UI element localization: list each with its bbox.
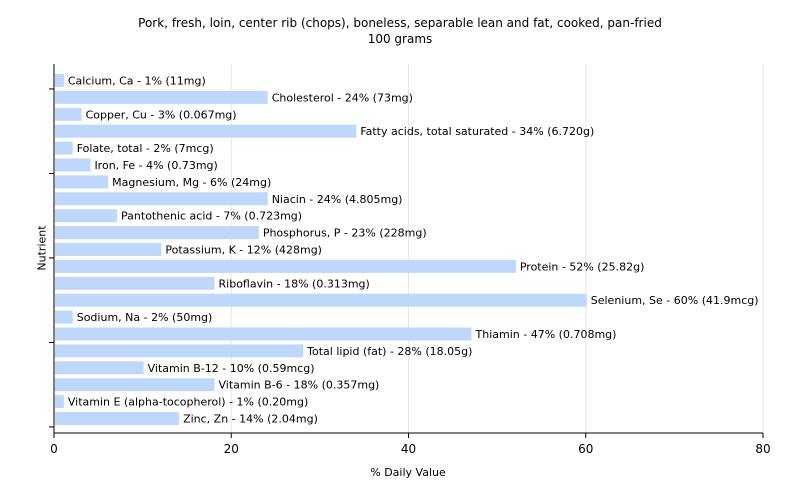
- bar: [55, 276, 215, 290]
- bar-label: Zinc, Zn - 14% (2.04mg): [183, 413, 318, 426]
- bar-label: Potassium, K - 12% (428mg): [165, 244, 322, 257]
- bar-label: Total lipid (fat) - 28% (18.05g): [306, 345, 472, 358]
- bar: [55, 259, 516, 273]
- bar: [55, 90, 268, 104]
- bar: [55, 361, 144, 375]
- bar: [55, 141, 73, 155]
- axes: 0 20 40 60 80: [49, 64, 771, 456]
- bar: [55, 124, 357, 138]
- bar: [55, 310, 73, 324]
- x-axis-label: % Daily Value: [370, 466, 446, 479]
- bar-label: Phosphorus, P - 23% (228mg): [263, 227, 427, 240]
- bar: [55, 192, 268, 206]
- x-tick-label: 40: [401, 442, 416, 456]
- bar: [55, 74, 64, 87]
- bar-label: Riboflavin - 18% (0.313mg): [219, 277, 370, 290]
- bar-label: Pantothenic acid - 7% (0.723mg): [121, 210, 302, 223]
- bar-label: Copper, Cu - 3% (0.067mg): [86, 108, 237, 121]
- y-axis-label: Nutrient: [35, 225, 49, 271]
- bar-label: Vitamin B-12 - 10% (0.59mcg): [148, 362, 315, 375]
- bar-label: Folate, total - 2% (7mcg): [77, 142, 214, 155]
- bars: Calcium, Ca - 1% (11mg) Cholesterol - 24%…: [55, 74, 759, 426]
- bar-label: Thiamin - 47% (0.708mg): [475, 328, 617, 341]
- bar-label: Magnesium, Mg - 6% (24mg): [112, 176, 271, 189]
- bar-label: Selenium, Se - 60% (41.9mcg): [591, 294, 759, 307]
- x-tick-label: 20: [224, 442, 239, 456]
- bar-label: Fatty acids, total saturated - 34% (6.72…: [360, 125, 594, 138]
- bar-label: Calcium, Ca - 1% (11mg): [68, 75, 206, 88]
- x-tick-label: 60: [578, 442, 593, 456]
- chart-title: Pork, fresh, loin, center rib (chops), b…: [0, 15, 800, 47]
- bar: [55, 293, 587, 307]
- bar: [55, 327, 472, 341]
- bar: [55, 226, 259, 240]
- bar: [55, 107, 82, 121]
- x-tick-label: 80: [755, 442, 770, 456]
- bar-label: Niacin - 24% (4.805mg): [272, 193, 403, 206]
- bar-label: Vitamin B-6 - 18% (0.357mg): [219, 379, 380, 392]
- chart-subtitle: 100 grams: [367, 32, 433, 46]
- x-tick-label: 0: [50, 442, 58, 456]
- bar: [55, 378, 215, 392]
- bar-label: Protein - 52% (25.82g): [520, 260, 645, 273]
- bar: [55, 344, 304, 358]
- chart-title-line1: Pork, fresh, loin, center rib (chops), b…: [138, 16, 662, 30]
- bar: [55, 243, 162, 256]
- bar: [55, 175, 109, 189]
- bar-label: Sodium, Na - 2% (50mg): [77, 311, 213, 324]
- bar-label: Vitamin E (alpha-tocopherol) - 1% (0.20m…: [68, 396, 308, 409]
- bar-label: Cholesterol - 24% (73mg): [272, 91, 413, 104]
- bar: [55, 395, 64, 409]
- bar: [55, 158, 91, 172]
- bar: [55, 209, 118, 223]
- bar: [55, 412, 180, 425]
- bar-label: Iron, Fe - 4% (0.73mg): [94, 159, 217, 172]
